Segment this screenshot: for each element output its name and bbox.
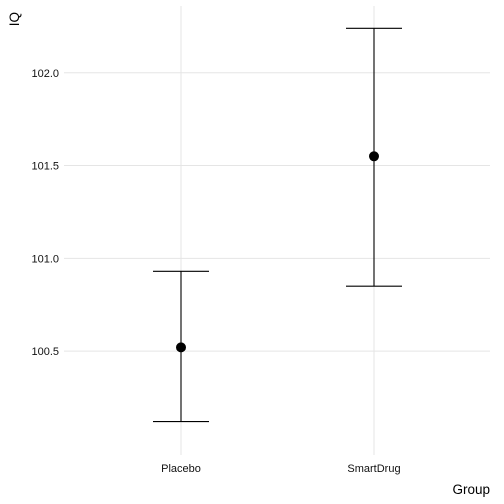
error-bars [153,27,402,423]
y-tick-label: 100.5 [31,346,59,358]
x-axis-ticks: Placebo SmartDrug [161,463,400,475]
data-point [176,342,186,353]
y-tick-label: 101.0 [31,253,59,265]
y-tick-label: 101.5 [31,161,59,173]
data-points [176,151,379,353]
y-tick-label: 102.0 [31,68,59,80]
y-axis-title: IQ [7,12,22,26]
x-tick-label: Placebo [161,463,201,475]
data-point [369,151,379,162]
gridlines [64,6,490,455]
x-tick-label: SmartDrug [347,463,400,475]
y-axis-ticks: 100.5 101.0 101.5 102.0 [31,68,59,358]
x-axis-title: Group [452,482,490,497]
